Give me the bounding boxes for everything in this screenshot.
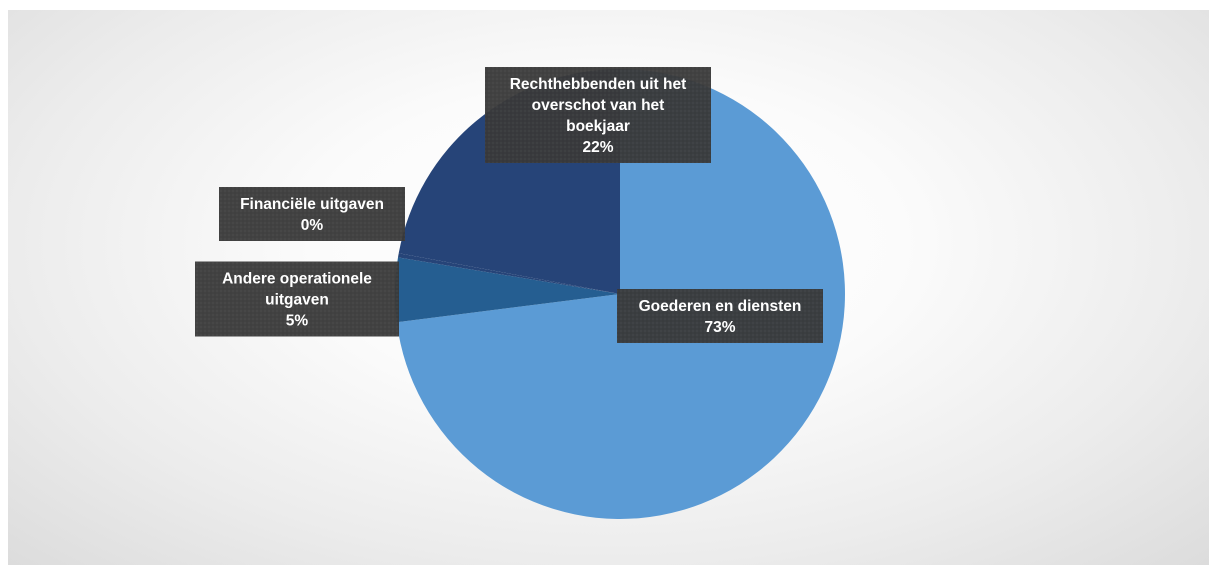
data-label-category: Andere operationele <box>222 271 372 288</box>
pie-slice-2 <box>394 257 620 323</box>
pie-slice-3 <box>398 253 620 294</box>
data-label-texture <box>485 67 711 163</box>
data-label-category: Goederen en diensten <box>639 298 802 315</box>
data-label-percent: 5% <box>286 313 309 330</box>
data-label-percent: 0% <box>301 217 324 234</box>
data-label-texture <box>219 187 405 241</box>
pie-data-labels: Goederen en diensten 73% Andere operatione… <box>195 67 823 343</box>
data-label-category: uitgaven <box>265 292 329 309</box>
data-label-percent: 22% <box>582 139 613 156</box>
chart-area: Goederen en diensten 73% Andere operatione… <box>8 10 1209 565</box>
data-label-texture <box>195 261 399 337</box>
data-label-2: Andere operationele uitgaven 5% <box>195 261 399 337</box>
data-label-category: overschot van het <box>532 97 665 114</box>
data-label-category: Financiële uitgaven <box>240 196 384 213</box>
data-label-3: Financiële uitgaven 0% <box>219 187 405 241</box>
data-label-4: Rechthebbenden uit het overschot van het b… <box>485 67 711 163</box>
data-label-1: Goederen en diensten 73% <box>617 289 823 343</box>
data-label-percent: 73% <box>704 319 735 336</box>
data-label-category: Rechthebbenden uit het <box>510 76 687 93</box>
data-label-texture <box>617 289 823 343</box>
pie-chart: Goederen en diensten 73% Andere operatione… <box>195 67 845 519</box>
data-label-category: boekjaar <box>566 118 630 135</box>
